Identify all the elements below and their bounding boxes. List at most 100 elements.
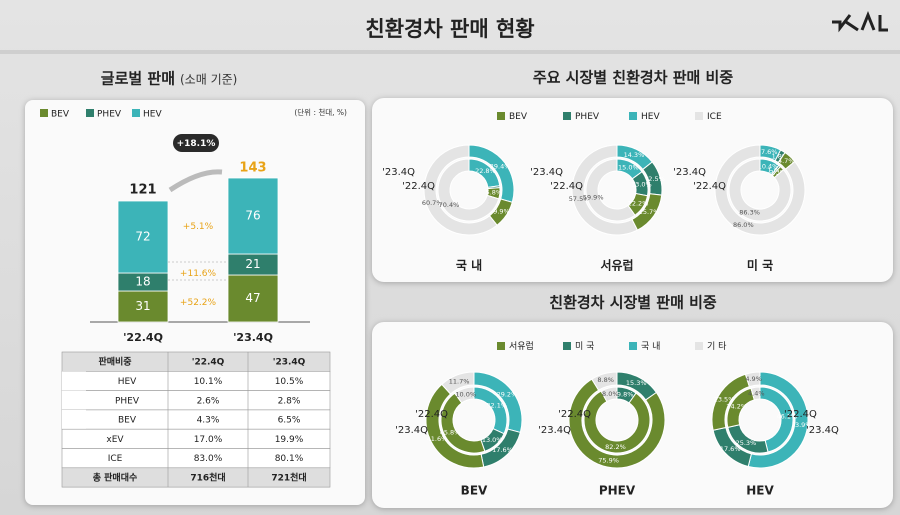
category-label: '22.4Q <box>123 331 163 344</box>
chart-title: 글로벌 판매 <box>101 70 175 88</box>
legend-swatch <box>132 109 140 117</box>
slice-label: 70.4% <box>439 201 460 209</box>
slice-label: 10.4% <box>758 162 779 170</box>
bar-value: 76 <box>245 209 260 223</box>
slice-label: 57.5% <box>569 195 590 203</box>
donut-slice <box>600 386 618 403</box>
slice-label: 41.6% <box>427 435 448 443</box>
slice-label: 59.9% <box>583 194 604 202</box>
table-cell: 721천대 <box>271 471 306 483</box>
table-cell: '22.4Q <box>192 358 225 368</box>
legend-label: BEV <box>51 110 70 120</box>
category-label: '23.4Q <box>233 331 273 344</box>
legend-swatch <box>695 342 703 350</box>
bar-segment <box>117 290 169 323</box>
legend-swatch <box>86 109 94 117</box>
table-indent <box>62 371 86 391</box>
slice-label: 1.8% <box>772 152 789 160</box>
bar-value: 18 <box>135 275 150 289</box>
bar-value: 47 <box>245 291 260 305</box>
slice-label: 45.8% <box>440 428 461 436</box>
bar-segment <box>227 177 279 255</box>
segment-growth: +11.6% <box>180 269 217 279</box>
bar-value: 72 <box>135 230 150 244</box>
bar-segment <box>117 200 169 274</box>
slice-label: 14.3% <box>624 151 645 159</box>
slice-label: 9.8% <box>617 390 634 398</box>
table-cell: 2.8% <box>278 396 301 406</box>
legend-label: 미 국 <box>575 341 594 352</box>
section-title: 친환경차 시장별 판매 비중 <box>549 294 717 312</box>
donut-slice <box>441 371 475 395</box>
series-label: '22.4Q <box>693 181 726 192</box>
legend-swatch <box>563 112 571 120</box>
slice-label: 32.1% <box>486 401 507 409</box>
table-indent <box>62 409 86 430</box>
table-cell: 판매비중 <box>98 356 131 368</box>
slice-label: 82.2% <box>605 443 626 451</box>
donut-slice <box>583 390 651 454</box>
donut-label: 미 국 <box>747 258 773 273</box>
table-cell: ICE <box>108 454 123 464</box>
section-title: 주요 시장별 친환경차 판매 비중 <box>533 69 733 87</box>
table-row <box>61 467 331 488</box>
growth-arrow <box>168 169 223 193</box>
legend-label: HEV <box>143 110 162 120</box>
legend-swatch <box>497 342 505 350</box>
series-label: '22.4Q <box>415 409 448 420</box>
growth-label: +18.1% <box>177 139 216 149</box>
slice-label: 7.6% <box>761 148 778 156</box>
legend-swatch <box>629 342 637 350</box>
slice-label: 29.2% <box>497 391 518 399</box>
series-label: '23.4Q <box>673 167 706 178</box>
slice-label: 15.0% <box>618 164 639 172</box>
donut-label: 서유럽 <box>600 258 633 273</box>
segment-growth: +52.2% <box>180 298 217 308</box>
slice-label: 29.4% <box>490 162 511 170</box>
series-label: '22.4Q <box>550 181 583 192</box>
slice-label: 15.3% <box>626 379 647 387</box>
slice-label: 60.7% <box>422 199 443 207</box>
segment-growth: +5.1% <box>183 222 214 232</box>
table-cell: 총 판매대수 <box>93 471 138 483</box>
series-label: '23.4Q <box>382 167 415 178</box>
slice-label: 9.9% <box>493 208 510 216</box>
legend-label: HEV <box>641 112 660 122</box>
slice-label: 1.0% <box>768 167 785 175</box>
slice-label: 15.7% <box>639 208 660 216</box>
donut-label: BEV <box>461 484 488 498</box>
legend-label: ICE <box>707 112 722 122</box>
legend-swatch <box>629 112 637 120</box>
legend-label: PHEV <box>97 110 122 120</box>
slice-label: 53.9% <box>791 421 812 429</box>
table-cell: 6.5% <box>278 416 301 426</box>
slice-label: 24.2% <box>726 402 747 410</box>
page-title: 친환경차 판매 현황 <box>365 17 534 41</box>
donut-slice <box>454 386 475 404</box>
table-indent <box>62 390 86 410</box>
slice-label: 4.9% <box>745 375 762 383</box>
table-cell: HEV <box>118 377 137 387</box>
series-label: '23.4Q <box>395 425 428 436</box>
slice-label: 86.0% <box>733 221 754 229</box>
table-cell: 4.3% <box>197 416 220 426</box>
donut-slice <box>714 144 806 236</box>
market-panel <box>372 98 893 282</box>
legend-swatch <box>695 112 703 120</box>
table-cell: 17.0% <box>194 435 223 445</box>
slice-label: 23.5% <box>714 395 735 403</box>
donut-slice <box>744 371 761 388</box>
donut-slice <box>728 158 792 222</box>
slice-label: 8.8% <box>597 376 614 384</box>
table-cell: xEV <box>106 435 124 445</box>
bar-value: 31 <box>135 299 150 313</box>
table-cell: BEV <box>118 416 137 426</box>
legend-label: 기 타 <box>707 341 727 352</box>
slice-label: 22.8% <box>475 167 496 175</box>
series-label: '23.4Q <box>538 425 571 436</box>
series-label: '23.4Q <box>530 167 563 178</box>
slice-label: 8.0% <box>602 390 619 398</box>
slice-label: 12.2% <box>628 199 649 207</box>
